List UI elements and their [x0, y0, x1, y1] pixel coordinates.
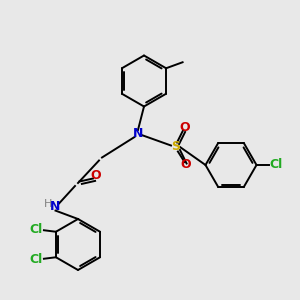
Text: O: O: [181, 158, 191, 172]
Text: O: O: [91, 169, 101, 182]
Text: H: H: [44, 199, 52, 209]
Text: O: O: [179, 121, 190, 134]
Text: S: S: [171, 140, 180, 154]
Text: Cl: Cl: [269, 158, 283, 172]
Text: Cl: Cl: [30, 253, 43, 266]
Text: N: N: [133, 127, 143, 140]
Text: Cl: Cl: [30, 223, 43, 236]
Text: N: N: [50, 200, 61, 214]
